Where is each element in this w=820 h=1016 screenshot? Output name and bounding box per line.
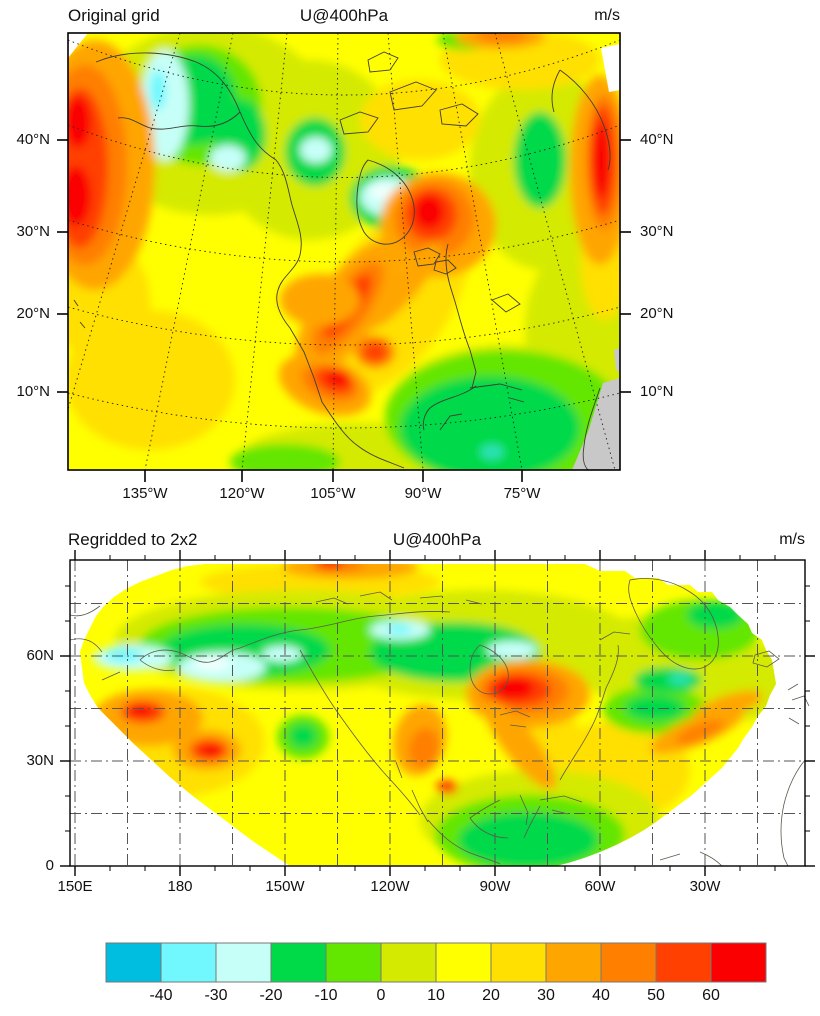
bottom-map-ticks: [60, 550, 815, 876]
bottom-lon-label-150e: 150E: [57, 878, 93, 895]
top-lat-label-30n-left: 30°N: [16, 223, 50, 240]
colorbar-box: [270, 942, 327, 983]
top-lon-label-135w: 135°W: [122, 485, 168, 502]
bottom-lon-label-150w: 150W: [265, 878, 305, 895]
top-map-contour-fill: [68, 33, 620, 470]
top-lon-label-120w: 120°W: [219, 485, 265, 502]
colorbar-box: [325, 942, 382, 983]
bottom-lon-label-120w: 120W: [370, 878, 410, 895]
bottom-center-title: U@400hPa: [392, 530, 482, 549]
colorbar-label-40: 40: [592, 987, 610, 1004]
top-left-title: Original grid: [68, 6, 160, 25]
colorbar-box: [105, 942, 162, 983]
colorbar-box: [215, 942, 272, 983]
bottom-lon-label-180: 180: [167, 878, 193, 895]
colorbar-label-50: 50: [647, 987, 665, 1004]
colorbar-label--20: -20: [259, 987, 283, 1004]
colorbar: [105, 942, 767, 983]
bottom-map-coastlines: [69, 578, 810, 867]
bottom-lon-label-30w: 30W: [689, 878, 721, 895]
colorbar-label--40: -40: [149, 987, 173, 1004]
colorbar-box: [435, 942, 492, 983]
colorbar-box: [710, 942, 767, 983]
colorbar-label-30: 30: [537, 987, 555, 1004]
top-map-frame: [67, 32, 621, 471]
bottom-lat-label-30n: 30N: [26, 752, 54, 769]
colorbar-label-0: 0: [376, 987, 386, 1004]
colorbar-box: [655, 942, 712, 983]
top-lat-label-10n-left: 10°N: [16, 383, 50, 400]
colorbar-box: [545, 942, 602, 983]
colorbar-label-10: 10: [427, 987, 445, 1004]
top-lat-label-20n-right: 20°N: [640, 305, 674, 322]
colorbar-label-20: 20: [482, 987, 500, 1004]
top-map-graticule: [68, 33, 620, 470]
bottom-lon-label-60w: 60W: [584, 878, 616, 895]
bottom-map-minor-ticks: [65, 555, 810, 871]
bottom-map-graticule: [70, 560, 805, 866]
bottom-lat-label-0: 0: [45, 857, 54, 874]
top-lat-label-30n-right: 30°N: [640, 223, 674, 240]
top-lat-label-40n-right: 40°N: [640, 131, 674, 148]
colorbar-label-60: 60: [702, 987, 720, 1004]
top-lon-label-105w: 105°W: [310, 485, 356, 502]
top-lat-label-40n-left: 40°N: [16, 131, 50, 148]
bottom-map-frame: [69, 559, 806, 867]
colorbar-box: [160, 942, 217, 983]
bottom-map: [60, 550, 815, 876]
top-lon-label-75w: 75°W: [503, 485, 541, 502]
top-map-coastlines: [73, 51, 611, 470]
colorbar-label--30: -30: [204, 987, 228, 1004]
top-map-nodata-corner: [68, 33, 88, 58]
top-lon-label-90w: 90°W: [404, 485, 442, 502]
top-map: [57, 32, 631, 482]
top-map-ticks: [57, 139, 631, 482]
bottom-lat-label-60n: 60N: [26, 647, 54, 664]
bottom-lon-label-90w: 90W: [479, 878, 511, 895]
top-center-title: U@400hPa: [299, 6, 389, 25]
top-lat-label-20n-left: 20°N: [16, 305, 50, 322]
top-units-label: m/s: [594, 7, 620, 24]
colorbar-box: [490, 942, 547, 983]
top-lat-label-10n-right: 10°N: [640, 383, 674, 400]
bottom-units-label: m/s: [779, 531, 805, 548]
colorbar-box: [600, 942, 657, 983]
colorbar-box: [380, 942, 437, 983]
colorbar-label--10: -10: [314, 987, 338, 1004]
bottom-left-title: Regridded to 2x2: [68, 530, 198, 549]
